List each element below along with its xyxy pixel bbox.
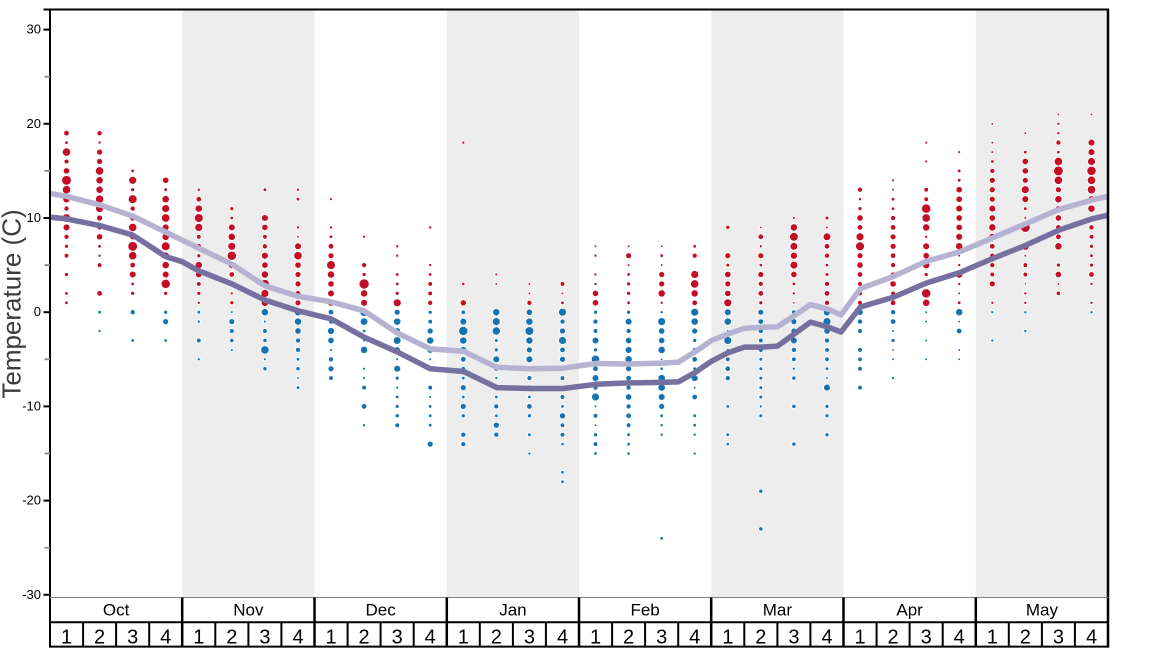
svg-text:1: 1 (722, 627, 733, 649)
svg-text:3: 3 (524, 627, 535, 649)
svg-text:4: 4 (1086, 627, 1097, 649)
svg-text:4: 4 (292, 627, 303, 649)
svg-text:20: 20 (27, 116, 41, 131)
svg-text:1: 1 (458, 627, 469, 649)
svg-text:Feb: Feb (630, 601, 659, 620)
svg-text:2: 2 (888, 627, 899, 649)
svg-text:0: 0 (34, 304, 41, 319)
svg-text:30: 30 (27, 22, 41, 37)
svg-text:3: 3 (921, 627, 932, 649)
svg-text:Nov: Nov (233, 601, 264, 620)
svg-text:2: 2 (94, 627, 105, 649)
svg-text:-10: -10 (22, 398, 41, 413)
svg-text:Apr: Apr (896, 601, 923, 620)
svg-text:May: May (1026, 601, 1059, 620)
svg-text:4: 4 (557, 627, 568, 649)
svg-text:1: 1 (325, 627, 336, 649)
svg-text:1: 1 (987, 627, 998, 649)
svg-text:2: 2 (755, 627, 766, 649)
svg-text:3: 3 (259, 627, 270, 649)
svg-text:Dec: Dec (365, 601, 396, 620)
svg-text:4: 4 (689, 627, 700, 649)
svg-text:10: 10 (27, 210, 41, 225)
svg-text:4: 4 (954, 627, 965, 649)
svg-text:3: 3 (656, 627, 667, 649)
svg-text:4: 4 (160, 627, 171, 649)
svg-text:1: 1 (590, 627, 601, 649)
svg-text:3: 3 (788, 627, 799, 649)
svg-text:2: 2 (1020, 627, 1031, 649)
svg-text:1: 1 (61, 627, 72, 649)
svg-text:4: 4 (425, 627, 436, 649)
svg-text:1: 1 (854, 627, 865, 649)
svg-text:2: 2 (623, 627, 634, 649)
svg-text:3: 3 (127, 627, 138, 649)
svg-text:Temperature (C): Temperature (C) (0, 209, 27, 398)
svg-text:2: 2 (226, 627, 237, 649)
svg-text:3: 3 (1053, 627, 1064, 649)
svg-text:-30: -30 (22, 587, 41, 602)
svg-text:1: 1 (193, 627, 204, 649)
svg-text:Jan: Jan (499, 601, 526, 620)
svg-text:Oct: Oct (103, 601, 130, 620)
svg-text:-20: -20 (22, 493, 41, 508)
svg-text:3: 3 (392, 627, 403, 649)
svg-text:Mar: Mar (763, 601, 793, 620)
svg-text:4: 4 (821, 627, 832, 649)
svg-text:2: 2 (359, 627, 370, 649)
svg-text:2: 2 (491, 627, 502, 649)
